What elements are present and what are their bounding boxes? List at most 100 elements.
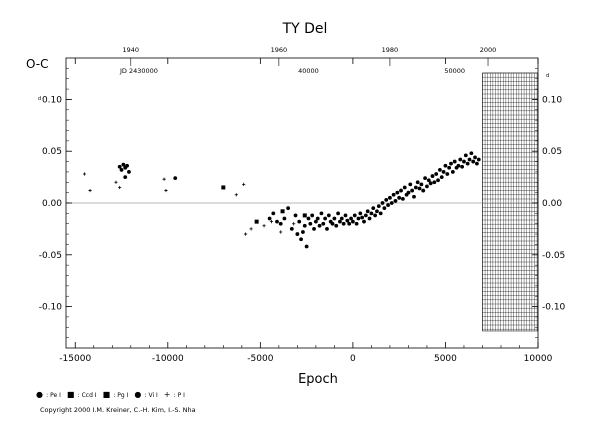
data-point-circle xyxy=(473,155,477,160)
data-point-circle xyxy=(384,197,389,202)
data-point-circle xyxy=(382,206,387,211)
data-point-circle xyxy=(388,195,392,200)
jd-tick-label: 40000 xyxy=(298,67,319,75)
data-points xyxy=(82,151,481,249)
data-point-circle xyxy=(439,175,444,180)
data-point-circle xyxy=(402,185,407,190)
data-point-circle xyxy=(426,178,431,183)
data-point-circle xyxy=(363,213,368,218)
data-point-circle xyxy=(369,211,374,216)
data-point-circle xyxy=(465,161,470,166)
data-point-circle xyxy=(389,201,394,205)
data-point-circle xyxy=(330,221,335,226)
legend-label: : Pg I xyxy=(112,391,129,399)
year-tick-label: 2000 xyxy=(480,46,497,54)
data-point-circle xyxy=(282,216,287,221)
data-point-circle xyxy=(297,219,302,224)
data-point-circle xyxy=(315,216,320,221)
data-point-plus xyxy=(249,227,253,231)
y-tick-label-right: 0.00 xyxy=(542,199,562,209)
y-tick-label-right: 0.05 xyxy=(542,147,562,157)
data-point-circle xyxy=(400,196,405,201)
data-point-plus xyxy=(82,172,87,176)
legend-label: : Vi I xyxy=(143,391,158,399)
data-point-circle xyxy=(449,161,453,166)
data-point-circle xyxy=(121,162,126,167)
data-point-circle xyxy=(417,186,422,191)
data-point-square xyxy=(280,209,285,214)
legend-symbol: ■ xyxy=(66,390,75,399)
data-point-plus xyxy=(118,185,122,190)
data-point-circle xyxy=(125,163,129,168)
data-point-circle xyxy=(173,176,178,181)
data-point-circle xyxy=(423,176,427,181)
data-point-circle xyxy=(419,182,424,187)
data-point-circle xyxy=(367,216,372,221)
data-point-circle xyxy=(375,209,379,214)
y-unit-mark-left: d xyxy=(38,96,41,102)
chart-title: TY Del xyxy=(282,21,328,37)
data-point-circle xyxy=(380,201,385,205)
data-point-circle xyxy=(334,223,339,228)
data-point-plus xyxy=(234,193,238,197)
legend-item: ● : Vi I xyxy=(134,391,157,399)
data-point-circle xyxy=(434,172,439,176)
legend-item: + : P I xyxy=(164,391,185,399)
data-point-circle xyxy=(336,211,340,216)
top-axis: 1940 1960 1980 2000 40000 50000 xyxy=(123,46,497,75)
y-unit-mark-right: d xyxy=(546,73,549,79)
x-axis-label: Epoch xyxy=(298,372,338,387)
data-point-circle xyxy=(471,159,476,164)
data-point-circle xyxy=(447,165,452,170)
year-tick-label: 1940 xyxy=(123,46,140,54)
legend-label: : Ccd I xyxy=(76,391,97,399)
data-point-circle xyxy=(456,163,461,168)
data-point-circle xyxy=(354,221,359,226)
data-point-circle xyxy=(386,203,390,207)
legend: ● : Pe I ■ : Ccd I ■ : Pg I ● : Vi I + : P I xyxy=(36,391,185,399)
data-point-plus xyxy=(162,177,166,181)
y-axis-right: 0.10 0.05 0.00 -0.05 -0.10 xyxy=(532,68,566,338)
data-point-circle xyxy=(306,216,311,221)
data-point-circle xyxy=(326,213,331,218)
data-point-circle xyxy=(301,230,305,234)
data-point-plus xyxy=(262,224,266,228)
y-tick-label-right: 0.10 xyxy=(542,95,562,105)
data-point-circle xyxy=(476,157,481,162)
data-point-circle xyxy=(267,216,272,221)
data-point-circle xyxy=(356,216,361,221)
data-point-circle xyxy=(127,170,131,174)
data-point-circle xyxy=(371,206,376,211)
data-point-circle xyxy=(430,174,435,178)
data-point-plus xyxy=(88,188,92,193)
data-point-square xyxy=(221,185,226,190)
data-point-circle xyxy=(319,211,324,216)
data-point-circle xyxy=(304,244,309,249)
data-point-circle xyxy=(349,216,353,221)
y-tick-label-left: 0.05 xyxy=(42,147,62,157)
data-point-plus xyxy=(279,230,283,234)
x-tick-label: 5000 xyxy=(434,354,457,364)
legend-symbol: + xyxy=(163,390,171,399)
data-point-circle xyxy=(399,188,403,193)
jd-tick-label: 50000 xyxy=(444,67,465,75)
data-point-circle xyxy=(338,219,342,224)
data-point-circle xyxy=(341,221,346,226)
data-point-circle xyxy=(452,159,457,164)
x-tick-label: -5000 xyxy=(247,354,273,364)
data-point-plus xyxy=(114,180,118,184)
y-tick-label-left: -0.05 xyxy=(39,251,62,261)
data-point-circle xyxy=(275,219,279,224)
data-point-circle xyxy=(271,211,276,216)
y-tick-label-left: 0.00 xyxy=(42,199,62,209)
legend-symbol: ● xyxy=(134,390,142,399)
data-point-plus xyxy=(269,220,274,224)
data-point-circle xyxy=(323,216,328,221)
data-point-circle xyxy=(378,211,383,216)
data-point-circle xyxy=(310,213,315,218)
x-tick-label: -10000 xyxy=(152,354,184,364)
data-point-circle xyxy=(462,159,466,164)
year-tick-label: 1960 xyxy=(271,46,288,54)
y-axis-left: 0.10 0.05 0.00 -0.05 -0.10 xyxy=(39,68,72,338)
data-point-circle xyxy=(393,199,398,203)
